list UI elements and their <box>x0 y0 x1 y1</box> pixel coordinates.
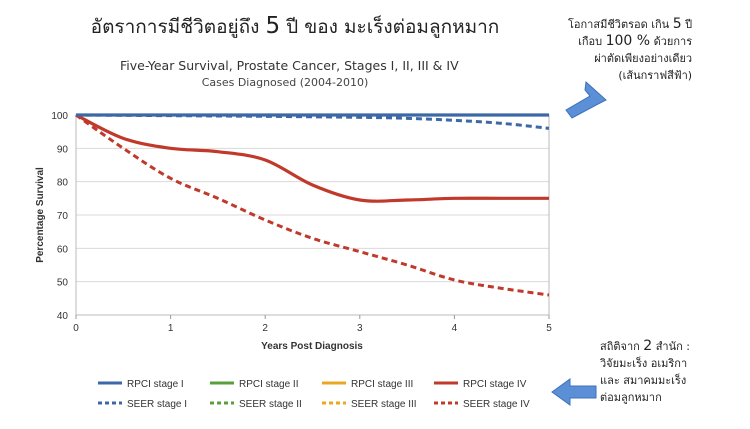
legend-label-rpci-stage-iv: RPCI stage IV <box>463 379 527 390</box>
y-tick-label: 50 <box>57 278 69 289</box>
x-tick-label: 4 <box>452 323 458 334</box>
x-tick-label: 2 <box>262 323 268 334</box>
legend-label-rpci-stage-i: RPCI stage I <box>127 379 184 390</box>
legend-label-seer-stage-ii: SEER stage II <box>239 399 302 410</box>
annotation-bottom-line-2: วิจัยมะเร็ง อเมริกา <box>600 357 688 370</box>
annotation-bottom-line-4: ต่อมลูกหมาก <box>600 391 662 404</box>
series-layer <box>75 113 550 297</box>
legend-label-rpci-stage-iii: RPCI stage III <box>351 379 413 390</box>
y-tick-label: 70 <box>57 211 69 222</box>
chart-subtitle: Cases Diagnosed (2004-2010) <box>201 76 369 89</box>
y-tick-label: 40 <box>57 311 69 322</box>
legend: RPCI stage I RPCI stage II RPCI stage III R… <box>98 379 530 410</box>
legend-label-seer-stage-i: SEER stage I <box>127 399 187 410</box>
legend-label-seer-stage-iii: SEER stage III <box>351 399 417 410</box>
legend-label-rpci-stage-ii: RPCI stage II <box>239 379 298 390</box>
annotation-top-line-2: เกือบ 100 % ด้วยการ <box>578 33 693 49</box>
annotation-top-line-4: (เส้นกราฟสีฟ้า) <box>618 69 693 82</box>
chart-title: Five-Year Survival, Prostate Cancer, Sta… <box>120 58 459 73</box>
x-axis-label: Years Post Diagnosis <box>261 341 363 352</box>
annotation-bottom-line-3: และ สมาคมมะเร็ง <box>600 374 687 387</box>
annotation-top: โอกาสมีชีวิตรอด เกิน 5 ปี เกือบ 100 % ด้… <box>568 16 692 84</box>
x-tick-label: 3 <box>357 323 363 334</box>
y-tick-label: 90 <box>57 144 69 155</box>
series-line-seer-stage-iv <box>75 113 550 297</box>
series-line-seer-stage-i <box>75 113 550 130</box>
arrow-top-icon <box>565 80 607 119</box>
annotation-top-line-3: ผ่าตัดเพียงอย่างเดียว <box>594 52 693 65</box>
arrow-bottom-icon <box>551 378 597 406</box>
y-tick-label: 100 <box>51 111 68 122</box>
annotation-bottom-line-1: สถิติจาก 2 สำนัก : <box>600 338 690 354</box>
legend-label-seer-stage-iv: SEER stage IV <box>463 399 530 410</box>
x-tick-label: 5 <box>546 323 552 334</box>
y-tick-label: 80 <box>57 178 69 189</box>
y-tick-label: 60 <box>57 244 69 255</box>
main-title: อัตราการมีชีวิตอยู่ถึง 5 ปี ของ มะเร็งต่… <box>90 13 500 39</box>
annotation-bottom: สถิติจาก 2 สำนัก : วิจัยมะเร็ง อเมริกา แ… <box>600 338 690 406</box>
y-axis-label: Percentage Survival <box>35 167 46 263</box>
x-tick-label: 1 <box>168 323 174 334</box>
annotation-top-line-1: โอกาสมีชีวิตรอด เกิน 5 ปี <box>568 16 693 32</box>
x-tick-label: 0 <box>73 323 79 334</box>
tick-layer: 40 50 60 70 80 90 100 0 1 2 3 4 5 <box>51 111 552 334</box>
series-line-rpci-stage-iv <box>75 113 549 203</box>
